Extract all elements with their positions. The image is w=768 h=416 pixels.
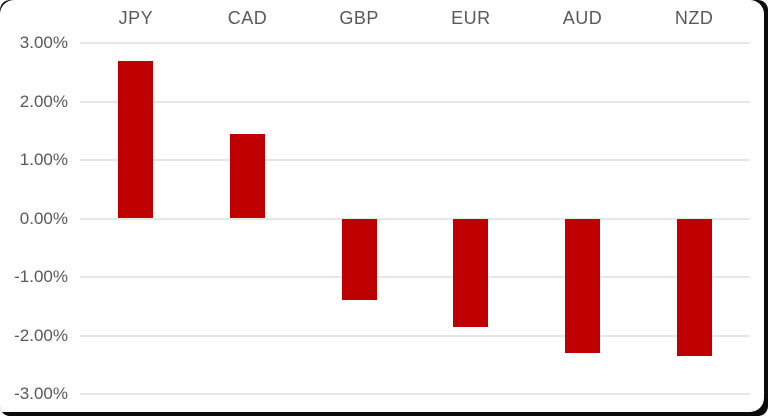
y-tick-label: 2.00%: [19, 91, 68, 111]
bar-gbp: [341, 218, 377, 301]
y-tick-label: -1.00%: [14, 267, 68, 286]
gridline: [80, 276, 750, 278]
bar-cad: [230, 133, 265, 219]
y-tick-label: 0.00%: [19, 208, 68, 228]
y-tick-label: -3.00%: [14, 384, 68, 403]
gridline: [80, 42, 750, 44]
gridline: [80, 100, 750, 103]
gridline: [80, 159, 750, 161]
gridline: [80, 334, 750, 337]
category-label-gbp: GBP: [339, 8, 379, 28]
y-tick-label: 1.00%: [19, 150, 68, 169]
category-label-nzd: NZD: [674, 8, 714, 28]
y-tick-label: 3.00%: [19, 33, 68, 52]
gridline: [80, 217, 750, 220]
bar-jpy: [118, 60, 154, 219]
category-label-aud: AUD: [562, 8, 603, 28]
bar-aud: [565, 218, 600, 354]
category-label-cad: CAD: [227, 8, 268, 28]
y-tick-label: -2.00%: [14, 325, 68, 345]
gridline: [80, 393, 750, 395]
category-label-jpy: JPY: [118, 8, 154, 28]
bar-eur: [453, 218, 489, 327]
plot-area: [80, 42, 750, 395]
category-label-eur: EUR: [451, 8, 491, 28]
bar-nzd: [676, 218, 712, 356]
